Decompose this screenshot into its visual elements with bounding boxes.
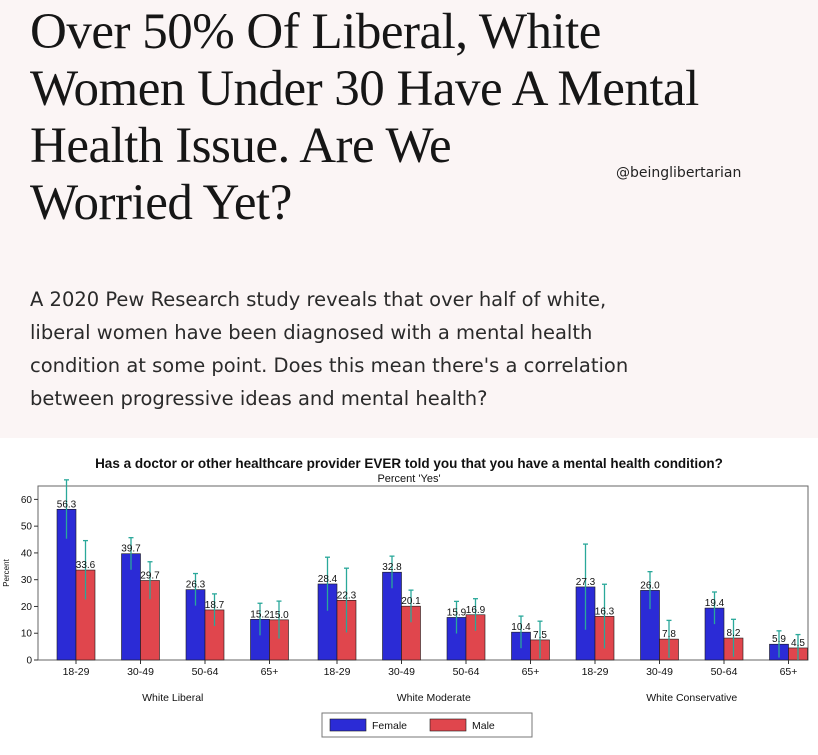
x-tick-label: 30-49: [127, 666, 154, 678]
bar-chart: Has a doctor or other healthcare provide…: [2, 456, 809, 738]
x-tick-label: 50-64: [192, 666, 219, 678]
data-label-female: 56.3: [57, 499, 77, 510]
data-label-female: 15.9: [447, 607, 467, 618]
subhead-line: condition at some point. Does this mean …: [30, 354, 629, 377]
x-tick-label: 30-49: [646, 666, 673, 678]
data-label-male: 16.9: [466, 605, 486, 616]
data-label-female: 26.3: [186, 580, 206, 591]
data-label-female: 10.4: [511, 622, 531, 633]
x-tick-label: 65+: [780, 666, 798, 678]
x-tick-label: 65+: [522, 666, 540, 678]
data-label-male: 18.7: [205, 600, 225, 611]
article-subhead: A 2020 Pew Research study reveals that o…: [30, 283, 800, 415]
x-tick-label: 30-49: [388, 666, 415, 678]
x-tick-label: 50-64: [711, 666, 738, 678]
data-label-male: 29.7: [140, 570, 160, 581]
data-label-male: 15.0: [269, 610, 289, 621]
group-label: White Conservative: [646, 692, 737, 704]
data-label-female: 19.4: [705, 598, 725, 609]
y-tick-label: 50: [21, 522, 33, 533]
x-tick-label: 65+: [261, 666, 279, 678]
y-axis-label: Percent: [2, 558, 11, 586]
y-tick-label: 20: [21, 602, 33, 613]
data-label-male: 20.1: [401, 596, 421, 607]
data-label-male: 16.3: [595, 606, 615, 617]
x-tick-label: 50-64: [453, 666, 480, 678]
data-label-female: 32.8: [382, 562, 402, 573]
headline-line: Over 50% Of Liberal, White: [30, 4, 601, 60]
data-label-female: 27.3: [576, 577, 596, 588]
data-label-male: 7.5: [533, 630, 547, 641]
data-label-female: 39.7: [121, 544, 141, 555]
plot-frame: [37, 485, 809, 661]
chart-title: Has a doctor or other healthcare provide…: [95, 456, 723, 471]
chart-area: Has a doctor or other healthcare provide…: [0, 438, 818, 750]
group-label: White Moderate: [397, 692, 471, 704]
social-handle: @beinglibertarian: [616, 165, 742, 181]
data-label-female: 26.0: [640, 580, 660, 591]
legend-label-female: Female: [372, 720, 407, 732]
data-label-male: 33.6: [76, 560, 96, 571]
data-label-female: 5.9: [772, 634, 786, 645]
legend-label-male: Male: [472, 720, 495, 732]
plot-area: 0 10 20 30 40 50 60 Percent 56.3 33.6 18-29 39.7 29.…: [2, 479, 809, 738]
x-tick-label: 18-29: [324, 666, 351, 678]
subhead-line: A 2020 Pew Research study reveals that o…: [30, 288, 607, 311]
data-label-male: 4.5: [791, 638, 805, 649]
data-label-male: 22.3: [337, 590, 357, 601]
subhead-line: liberal women have been diagnosed with a…: [30, 321, 593, 344]
data-label-male: 7.8: [662, 629, 676, 640]
data-label-female: 15.2: [250, 609, 270, 620]
subhead-line: between progressive ideas and mental hea…: [30, 387, 488, 410]
y-tick-label: 30: [21, 575, 33, 586]
headline-line: Women Under 30 Have A Mental: [30, 61, 699, 117]
y-tick-label: 10: [21, 629, 33, 640]
headline: Over 50% Of Liberal, White Women Under 3…: [30, 4, 818, 232]
headline-line: Health Issue. Are We: [30, 118, 452, 174]
x-tick-label: 18-29: [63, 666, 90, 678]
y-tick-label: 0: [26, 656, 32, 667]
article-header: Over 50% Of Liberal, White Women Under 3…: [30, 4, 818, 415]
legend-swatch-male: [429, 718, 467, 732]
headline-line: Worried Yet?: [30, 175, 292, 231]
x-tick-label: 18-29: [582, 666, 609, 678]
y-tick-label: 40: [21, 548, 33, 559]
y-tick-label: 60: [21, 495, 33, 506]
data-label-male: 8.2: [727, 628, 741, 639]
legend-swatch-female: [329, 718, 367, 732]
group-label: White Liberal: [142, 692, 203, 704]
chart-subtitle: Percent 'Yes': [377, 473, 440, 485]
data-label-female: 28.4: [318, 574, 338, 585]
